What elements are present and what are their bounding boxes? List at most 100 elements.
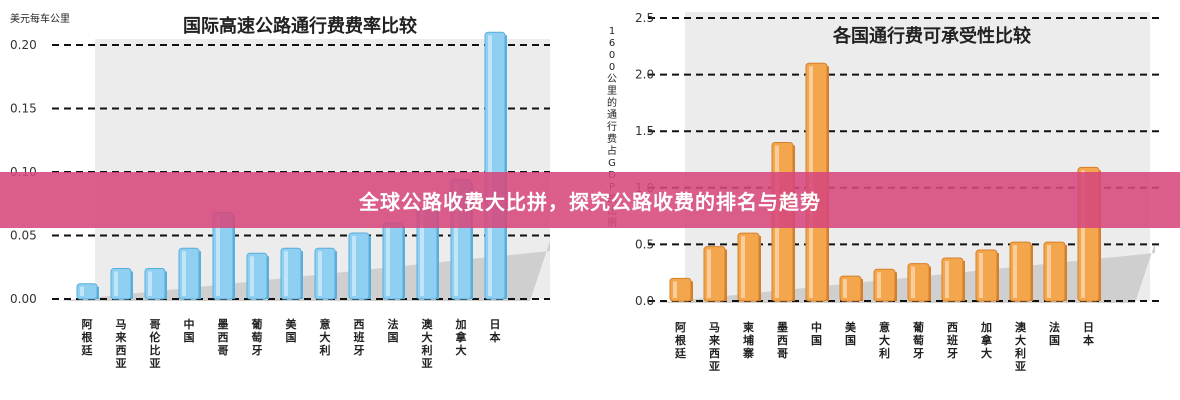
right-chart-svg: 0.00.51.01.52.02.5 阿根廷马来西亚柬埔寨墨西哥中国美国意大利葡… bbox=[607, 11, 1162, 373]
bar-body bbox=[737, 232, 760, 302]
category-label: 西班牙 bbox=[947, 321, 958, 360]
bar bbox=[975, 249, 999, 302]
bar-body bbox=[703, 246, 726, 302]
bar-highlight bbox=[250, 256, 254, 296]
bar bbox=[1043, 241, 1067, 302]
bar bbox=[873, 268, 897, 302]
y-tick-label: 0.20 bbox=[10, 38, 37, 52]
bar-highlight bbox=[911, 266, 915, 298]
bar-highlight bbox=[488, 35, 492, 297]
bar-highlight bbox=[216, 215, 220, 296]
y-tick-label: 2.0 bbox=[635, 68, 654, 82]
category-label: 马来西亚 bbox=[115, 318, 128, 370]
bar bbox=[737, 232, 761, 302]
chart-title: 国际高速公路通行费费率比较 bbox=[183, 15, 417, 37]
y-tick-label: 2.5 bbox=[635, 11, 654, 25]
category-label: 澳大利亚 bbox=[1015, 320, 1027, 373]
bar bbox=[703, 246, 727, 302]
bar-body bbox=[975, 249, 998, 302]
category-label: 意大利 bbox=[320, 317, 331, 357]
category-label: 中国 bbox=[811, 320, 822, 347]
bar-highlight bbox=[80, 286, 84, 296]
category-label: 葡萄牙 bbox=[912, 320, 924, 360]
bar-body bbox=[280, 247, 302, 300]
bar-highlight bbox=[1081, 170, 1085, 298]
bar-highlight bbox=[707, 249, 711, 298]
bar bbox=[839, 275, 863, 302]
y-tick-label: 0.5 bbox=[635, 237, 654, 251]
bar bbox=[348, 232, 371, 300]
bar bbox=[669, 277, 693, 302]
bar-body bbox=[1009, 241, 1032, 302]
bar bbox=[178, 247, 201, 300]
bar-highlight bbox=[148, 271, 152, 296]
bar-highlight bbox=[673, 281, 677, 298]
bar-body bbox=[246, 252, 268, 300]
chart-title: 各国通行费可承受性比较 bbox=[832, 25, 1031, 47]
bar-highlight bbox=[1047, 245, 1051, 298]
bar-highlight bbox=[945, 260, 949, 298]
bar-body bbox=[669, 277, 692, 302]
category-label: 哥伦比亚 bbox=[150, 318, 162, 370]
bar-highlight bbox=[877, 272, 881, 298]
category-label: 法国 bbox=[1049, 320, 1060, 347]
bar bbox=[382, 222, 405, 300]
bar-body bbox=[178, 247, 200, 300]
chart-right: 0.00.51.01.52.02.5 阿根廷马来西亚柬埔寨墨西哥中国美国意大利葡… bbox=[600, 0, 1180, 400]
title-banner: 全球公路收费大比拼，探究公路收费的排名与趋势 bbox=[0, 172, 1180, 228]
bar-body bbox=[1043, 241, 1066, 302]
bar bbox=[280, 247, 303, 300]
y-tick-label: 1.5 bbox=[635, 124, 654, 138]
bar bbox=[144, 268, 167, 300]
bar-highlight bbox=[420, 210, 424, 296]
bar-highlight bbox=[284, 251, 288, 296]
bar bbox=[246, 252, 269, 300]
category-label: 法国 bbox=[388, 317, 399, 344]
bar-highlight bbox=[741, 236, 745, 298]
bar bbox=[314, 247, 337, 300]
category-label: 阿根廷 bbox=[674, 320, 687, 360]
y-tick-label: 0.05 bbox=[10, 229, 37, 243]
left-chart-svg: 0.000.050.100.150.20 阿根廷马来西亚哥伦比亚中国墨西哥葡萄牙… bbox=[10, 12, 550, 370]
bar-highlight bbox=[386, 225, 390, 296]
bar bbox=[1009, 241, 1033, 302]
plot-background bbox=[685, 12, 1150, 301]
bar bbox=[76, 283, 99, 300]
category-label: 日本 bbox=[490, 318, 501, 344]
bar-body bbox=[314, 247, 336, 300]
category-label: 日本 bbox=[1083, 321, 1094, 347]
bar bbox=[212, 212, 235, 300]
bar-body bbox=[484, 31, 506, 300]
bar bbox=[907, 263, 931, 302]
category-label: 加拿大 bbox=[980, 320, 993, 360]
category-label: 墨西哥 bbox=[218, 318, 229, 357]
chart-left: 0.000.050.100.150.20 阿根廷马来西亚哥伦比亚中国墨西哥葡萄牙… bbox=[0, 0, 580, 400]
bar-highlight bbox=[352, 235, 356, 296]
category-label: 马来西亚 bbox=[708, 321, 721, 373]
category-label: 意大利 bbox=[879, 320, 890, 360]
category-label: 柬埔寨 bbox=[742, 320, 755, 360]
bar-body bbox=[144, 268, 166, 300]
bar-highlight bbox=[182, 251, 186, 296]
bar-highlight bbox=[454, 182, 458, 296]
y-axis-label: 美元每车公里 bbox=[10, 12, 70, 25]
category-label: 澳大利亚 bbox=[422, 317, 434, 370]
bar-highlight bbox=[979, 253, 983, 298]
bar-body bbox=[839, 275, 862, 302]
y-tick-label: 0.15 bbox=[10, 102, 37, 116]
bar-body bbox=[110, 268, 132, 300]
category-label: 美国 bbox=[286, 317, 298, 344]
bar-body bbox=[907, 263, 930, 302]
category-label: 美国 bbox=[845, 320, 857, 347]
bar-highlight bbox=[1013, 245, 1017, 298]
bar-highlight bbox=[843, 279, 847, 298]
bar bbox=[110, 268, 133, 300]
category-label: 阿根廷 bbox=[81, 317, 94, 357]
bar bbox=[941, 257, 965, 302]
y-tick-label: 0.00 bbox=[10, 292, 37, 306]
category-label: 加拿大 bbox=[455, 317, 468, 357]
banner-title: 全球公路收费大比拼，探究公路收费的排名与趋势 bbox=[359, 189, 821, 214]
category-label: 中国 bbox=[184, 317, 195, 344]
bar bbox=[484, 31, 507, 300]
bar-highlight bbox=[114, 271, 118, 296]
